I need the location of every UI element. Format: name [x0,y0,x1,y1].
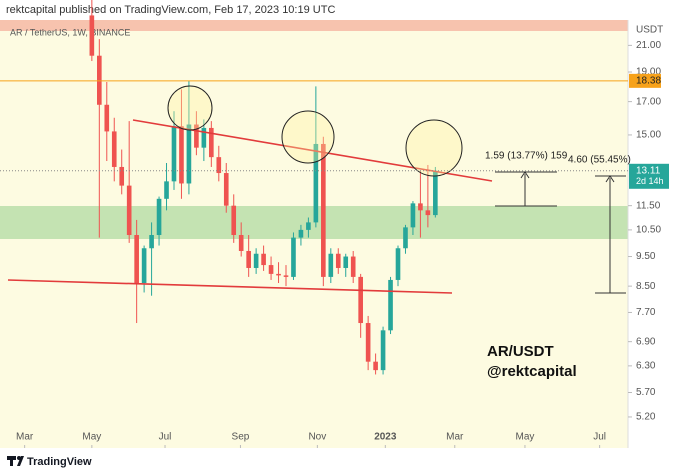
candle-body [171,126,177,182]
x-tick-label: May [515,432,534,443]
candle-body [291,237,296,277]
candle-body [156,198,162,236]
candle-body [246,250,251,268]
last-price-label: 13.11 [636,165,661,176]
candle-body [350,256,356,277]
candle-body [403,227,408,249]
candle-body [261,253,266,266]
candle-body [418,203,423,211]
candle-body [425,210,431,216]
candle-body [238,235,244,251]
level-tag [629,73,661,88]
candle-body [209,127,214,158]
candle-body [194,124,199,148]
candle-body [373,361,378,371]
candle-body [283,275,289,277]
footer: TradingView [27,456,92,468]
x-tick-label: Sep [232,432,250,443]
last-price-tag [629,163,669,189]
y-tick-label: 6.90 [636,336,656,347]
candle-body [321,143,326,277]
candle-body [433,170,438,216]
candle-body [365,323,371,362]
x-tick-label: May [82,432,101,443]
candle-body [141,248,147,284]
watermark: @rektcapital [487,363,577,380]
y-tick-label: 17.00 [636,96,661,107]
candle-body [410,203,416,228]
candle-body [186,124,192,184]
candle-body [179,126,184,184]
candle-body [268,265,274,274]
candle-body [126,185,132,236]
x-tick-label: Jul [159,432,172,443]
candle-body [328,253,334,277]
y-axis-label: USDT [636,25,663,36]
measure-1 [495,171,557,207]
candle-body [216,157,222,174]
candle-body [134,235,139,284]
candle-body [298,229,304,238]
x-tick-label: Mar [16,432,34,443]
header: rektcapital published on TradingView.com… [6,4,335,16]
measure-label: 1.59 (13.77%) 159 [485,151,568,162]
measure-2 [595,175,626,294]
y-tick-label: 21.00 [636,40,661,51]
highlight-circle [405,119,463,177]
measure-label: 4.60 (55.45%) [568,155,631,166]
candle-body [89,15,95,56]
candle-body [276,273,281,276]
symbol: AR / TetherUS, 1W, BINANCE [10,27,130,37]
watermark: AR/USDT [487,343,554,360]
candle-body [306,222,311,230]
candle-body [395,248,401,280]
resistance-zone [0,20,628,31]
candle-body [201,127,207,148]
y-tick-label: 15.00 [636,130,661,141]
y-tick-label: 9.50 [636,251,656,262]
x-tick-label: Mar [446,432,464,443]
candle-body [380,330,386,371]
candle-body [253,253,259,268]
candle-body [111,131,117,167]
candle-body [104,104,110,132]
candle-body [335,253,341,268]
y-tick-label: 10.50 [636,225,661,236]
y-tick-label: 11.50 [636,200,661,211]
y-tick-label: 19.00 [636,67,661,78]
y-tick-label: 6.30 [636,361,656,372]
highlight-circle [167,85,213,131]
candle-body [358,276,363,324]
candle-body [164,181,169,199]
trend-line [7,279,453,294]
y-tick-label: 7.70 [636,307,656,318]
x-tick-label: Jul [593,432,606,443]
y-tick-label: 5.70 [636,387,656,398]
candle-body [119,166,125,186]
logo [7,456,24,466]
x-tick-label: Nov [308,432,326,443]
candle-body [97,55,102,105]
candle-body [343,256,349,268]
candle-body [313,143,319,223]
x-tick-label: 2023 [374,432,397,443]
countdown: 2d 14h [636,176,664,186]
highlight-circle [281,110,335,164]
y-tick-label: 8.50 [636,281,656,292]
y-tick-label: 5.20 [636,412,656,423]
level-label: 18.38 [636,75,661,86]
candle-body [223,173,229,206]
candle-body [231,205,237,236]
candle-body [149,235,154,249]
candle-body [388,279,393,331]
